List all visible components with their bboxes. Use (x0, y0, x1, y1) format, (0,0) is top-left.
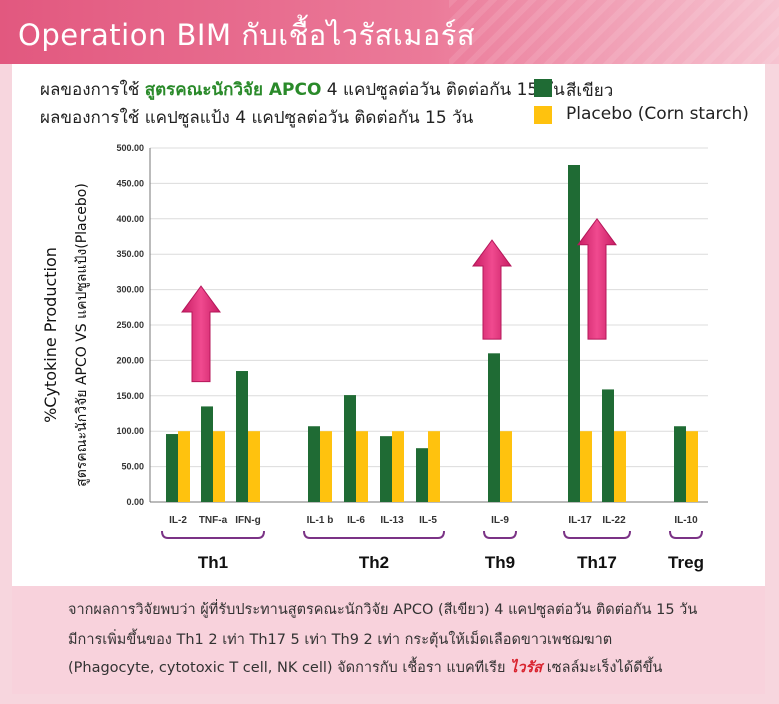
x-tick-label: IL-1 b (307, 515, 334, 526)
x-tick-label: IL-6 (347, 515, 365, 526)
bar-placebo (356, 431, 368, 502)
y-axis-title-line-1: %Cytokine Production (41, 247, 60, 423)
conclusion-line-3-suffix: เซลล์มะเร็งได้ดีขึ้น (542, 660, 663, 676)
bar-placebo (178, 431, 190, 502)
bar-apco (568, 164, 580, 502)
group-label: Th2 (359, 553, 389, 572)
group-bracket (161, 530, 265, 539)
bar-apco (166, 434, 178, 502)
y-tick-label: 0.00 (126, 497, 144, 507)
group-bracket (669, 530, 703, 539)
x-tick-label: IL-13 (380, 515, 404, 526)
conclusion-line-3: (Phagocyte, cytotoxic T cell, NK cell) จ… (68, 656, 662, 679)
x-tick-label: IFN-g (235, 515, 261, 526)
legend-description-apco-suffix: 4 แคปซูลต่อวัน ติดต่อกัน 15 วัน (321, 80, 565, 100)
increase-arrow (577, 217, 617, 340)
x-tick-label: IL-17 (568, 515, 592, 526)
bar-placebo (320, 431, 332, 502)
legend-description-apco-prefix: ผลของการใช้ (40, 80, 145, 100)
bar-placebo (500, 431, 512, 502)
group-label: Th17 (577, 553, 617, 572)
bar-placebo (213, 431, 225, 502)
conclusion-box: จากผลการวิจัยพบว่า ผู้ที่รับประทานสูตรคณ… (12, 586, 765, 694)
right-border (765, 64, 779, 704)
legend-label-apco: สีเขียว (566, 81, 614, 101)
group-label: Th9 (485, 553, 515, 572)
bar-apco (674, 426, 686, 502)
group-label: Th1 (198, 553, 228, 572)
x-tick-label: IL-10 (674, 515, 698, 526)
group-bracket (303, 530, 445, 539)
bar-apco (488, 353, 500, 502)
legend-description-apco-highlight: สูตรคณะนักวิจัย APCO (144, 80, 322, 100)
x-tick-label: IL-5 (419, 515, 437, 526)
bar-apco (380, 436, 392, 502)
y-axis-title-line-2: สูตรคณะนักวิจัย APCO VS แคปซูลแป้ง(Place… (74, 183, 90, 487)
x-tick-label: IL-2 (169, 515, 187, 526)
conclusion-line-3-prefix: (Phagocyte, cytotoxic T cell, NK cell) จ… (68, 660, 511, 676)
bar-placebo (428, 431, 440, 502)
bar-placebo (392, 431, 404, 502)
y-tick-label: 50.00 (121, 462, 144, 472)
y-tick-label: 500.00 (116, 143, 144, 153)
conclusion-virus-highlight: ไวรัส (510, 660, 543, 676)
bar-apco (416, 448, 428, 502)
bar-apco (236, 371, 248, 502)
legend-label-placebo: Placebo (Corn starch) (566, 104, 749, 124)
y-tick-label: 100.00 (116, 426, 144, 436)
x-tick-label: IL-22 (602, 515, 626, 526)
bar-placebo (686, 431, 698, 502)
bottom-border (0, 694, 779, 704)
x-tick-label: TNF-a (199, 515, 228, 526)
y-tick-label: 350.00 (116, 249, 144, 259)
y-tick-label: 300.00 (116, 285, 144, 295)
group-bracket (483, 530, 517, 539)
y-tick-label: 150.00 (116, 391, 144, 401)
group-label: Treg (668, 553, 704, 572)
bar-apco (344, 395, 356, 502)
y-tick-label: 250.00 (116, 320, 144, 330)
page-title: Operation BIM กับเชื้อไวรัสเมอร์ส (18, 18, 476, 52)
increase-arrow (472, 239, 512, 340)
bar-placebo (580, 431, 592, 502)
header-banner: Operation BIM กับเชื้อไวรัสเมอร์ส (0, 0, 779, 64)
bar-placebo (248, 431, 260, 502)
legend-description-placebo: ผลของการใช้ แคปซูลแป้ง 4 แคปซูลต่อวัน ติ… (40, 108, 474, 128)
group-bracket (563, 530, 631, 539)
bar-apco (201, 406, 213, 502)
y-tick-label: 200.00 (116, 355, 144, 365)
legend-swatch-apco (534, 79, 552, 97)
bar-apco (602, 389, 614, 502)
y-tick-label: 400.00 (116, 214, 144, 224)
x-tick-label: IL-9 (491, 515, 509, 526)
bar-apco (308, 426, 320, 502)
legend-description-apco: ผลของการใช้ สูตรคณะนักวิจัย APCO 4 แคปซู… (40, 76, 565, 103)
bar-placebo (614, 431, 626, 502)
header-stripes (449, 0, 779, 64)
increase-arrow (181, 285, 221, 383)
conclusion-line-2: มีการเพิ่มขึ้นของ Th1 2 เท่า Th17 5 เท่า… (68, 632, 613, 648)
conclusion-line-1: จากผลการวิจัยพบว่า ผู้ที่รับประทานสูตรคณ… (68, 602, 698, 618)
legend-swatch-placebo (534, 106, 552, 124)
left-border (0, 64, 12, 704)
y-tick-label: 450.00 (116, 178, 144, 188)
